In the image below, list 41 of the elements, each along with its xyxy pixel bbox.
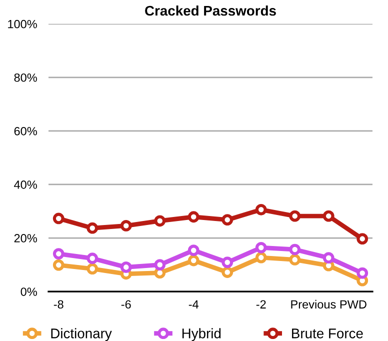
legend-label: Dictionary bbox=[51, 328, 112, 341]
y-tick-label: 80% bbox=[14, 73, 37, 82]
x-tick-label: Previous PWD bbox=[291, 300, 366, 309]
point bbox=[222, 214, 234, 226]
point bbox=[289, 244, 301, 256]
x-tick-label: -2 bbox=[256, 300, 266, 308]
point bbox=[222, 256, 234, 268]
point bbox=[255, 252, 267, 264]
y-tick-label: 40% bbox=[14, 180, 37, 189]
y-tick-label: 20% bbox=[14, 234, 37, 242]
x-tick-label: -6 bbox=[121, 300, 131, 309]
point bbox=[52, 259, 64, 271]
point bbox=[52, 212, 64, 224]
point bbox=[52, 248, 64, 260]
x-tick-label: -4 bbox=[188, 300, 199, 308]
point bbox=[120, 220, 132, 232]
point bbox=[154, 259, 166, 270]
point bbox=[188, 244, 200, 256]
y-tick-label: 60% bbox=[14, 126, 37, 136]
point bbox=[222, 266, 234, 278]
point bbox=[255, 204, 267, 216]
point bbox=[86, 222, 98, 234]
point bbox=[356, 267, 368, 279]
chart-title: Cracked Passwords bbox=[145, 5, 276, 16]
point bbox=[255, 242, 267, 254]
point bbox=[289, 254, 301, 266]
point bbox=[188, 254, 200, 266]
point bbox=[356, 233, 368, 245]
point bbox=[120, 262, 132, 273]
y-tick-label: 0% bbox=[20, 288, 37, 296]
y-tick-label: 100% bbox=[8, 20, 37, 28]
point bbox=[322, 210, 334, 222]
point bbox=[188, 211, 200, 223]
point bbox=[86, 263, 98, 274]
legend-label: Hybrid bbox=[182, 328, 221, 341]
point bbox=[322, 252, 334, 264]
x-tick-label: -8 bbox=[54, 300, 64, 309]
legend-label: Brute Force bbox=[292, 328, 363, 338]
point bbox=[289, 210, 301, 222]
point bbox=[86, 252, 98, 264]
point bbox=[154, 215, 166, 227]
